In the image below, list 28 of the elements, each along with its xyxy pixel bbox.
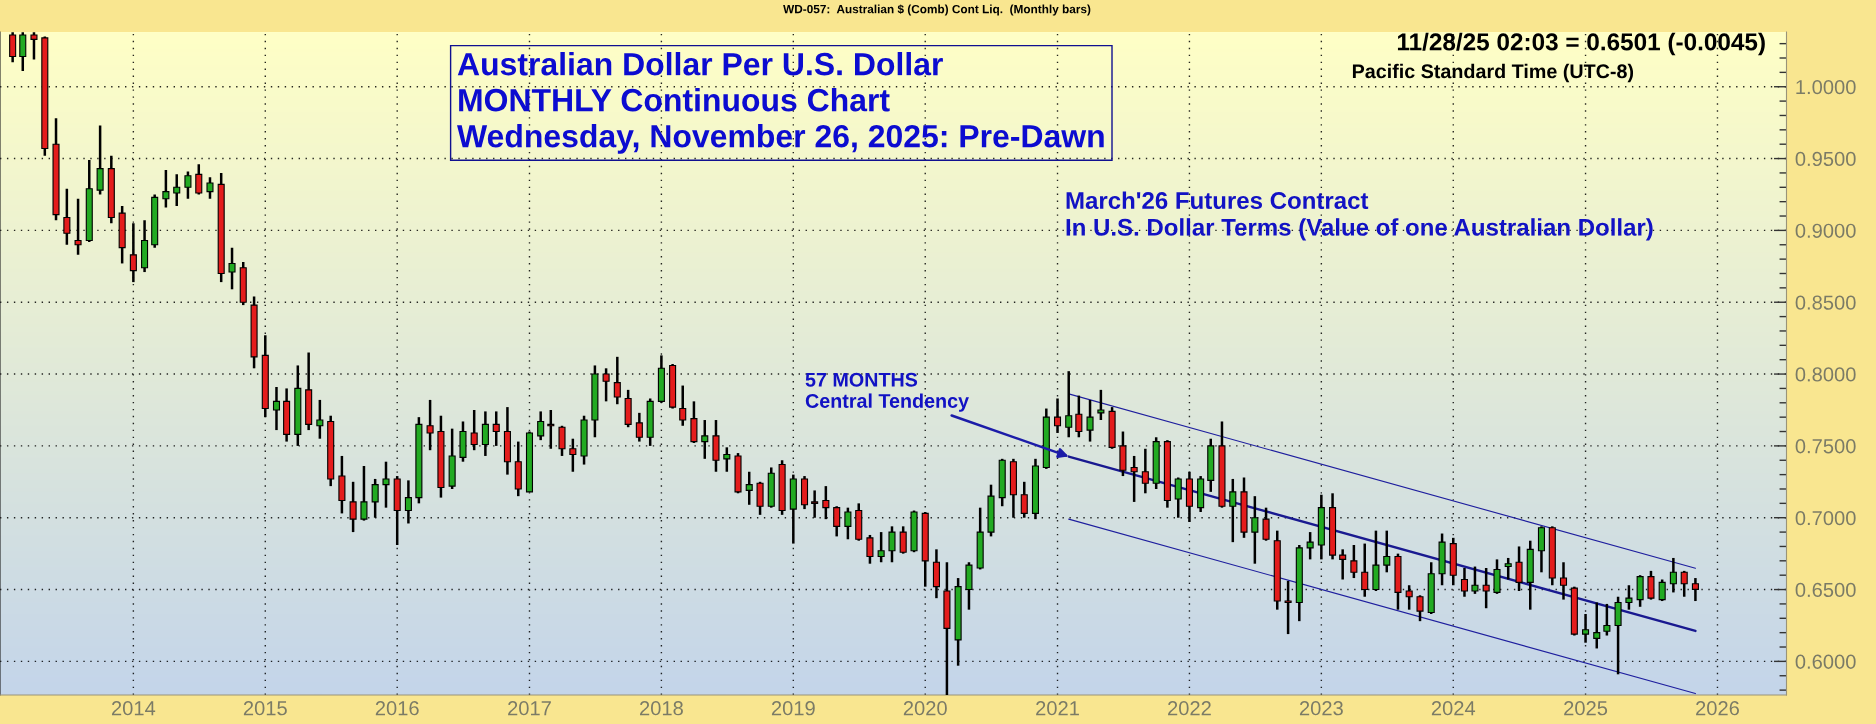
x-tick-label: 2021	[1036, 701, 1079, 716]
y-tick-label: 0.9500	[1795, 151, 1856, 167]
y-tick-label: 0.6500	[1795, 582, 1856, 598]
x-tick-label: 2024	[1431, 701, 1476, 716]
annotation: Pacific Standard Time (UTC-8)	[1352, 63, 1634, 83]
x-tick-label: 2014	[111, 701, 156, 716]
x-tick-label: 2019	[771, 701, 815, 716]
x-tick-label: 2017	[508, 701, 551, 716]
x-tick-label: 2018	[640, 701, 683, 716]
x-tick-label: 2020	[903, 701, 947, 716]
text: WD-057: Australian $ (Comb) Cont Liq. (Monthly bars)	[783, 4, 1091, 16]
text: Australian Dollar Per U.S. Dollar MONTHLY Continuous Chart Wednesday, November 26, 2025: Pre-Dawn	[457, 52, 1104, 154]
y-tick-label: 0.8500	[1795, 295, 1856, 310]
x-tick-label: 2022	[1168, 701, 1211, 716]
annotation: 11/28/25 02:03 = 0.6501 (-0.0045)	[1397, 32, 1765, 56]
y-tick-label: 0.7500	[1795, 439, 1856, 454]
y-tick-label: 0.6000	[1795, 654, 1856, 669]
x-tick-label: 2023	[1299, 701, 1343, 716]
annotation: 57 MONTHS Central Tendency	[805, 372, 969, 412]
annotation: March'26 Futures Contract In U.S. Dollar Terms (Value of one Australian Dollar)	[1066, 191, 1653, 241]
x-tick-label: 2026	[1696, 701, 1739, 716]
x-tick-label: 2015	[243, 701, 287, 716]
y-tick-label: 0.9000	[1795, 223, 1856, 238]
y-tick-label: 0.7000	[1795, 510, 1856, 526]
y-tick-label: 0.8000	[1795, 367, 1856, 382]
x-tick-label: 2016	[375, 701, 419, 716]
y-tick-label: 1.0000	[1796, 79, 1856, 95]
x-tick-label: 2025	[1564, 701, 1608, 716]
